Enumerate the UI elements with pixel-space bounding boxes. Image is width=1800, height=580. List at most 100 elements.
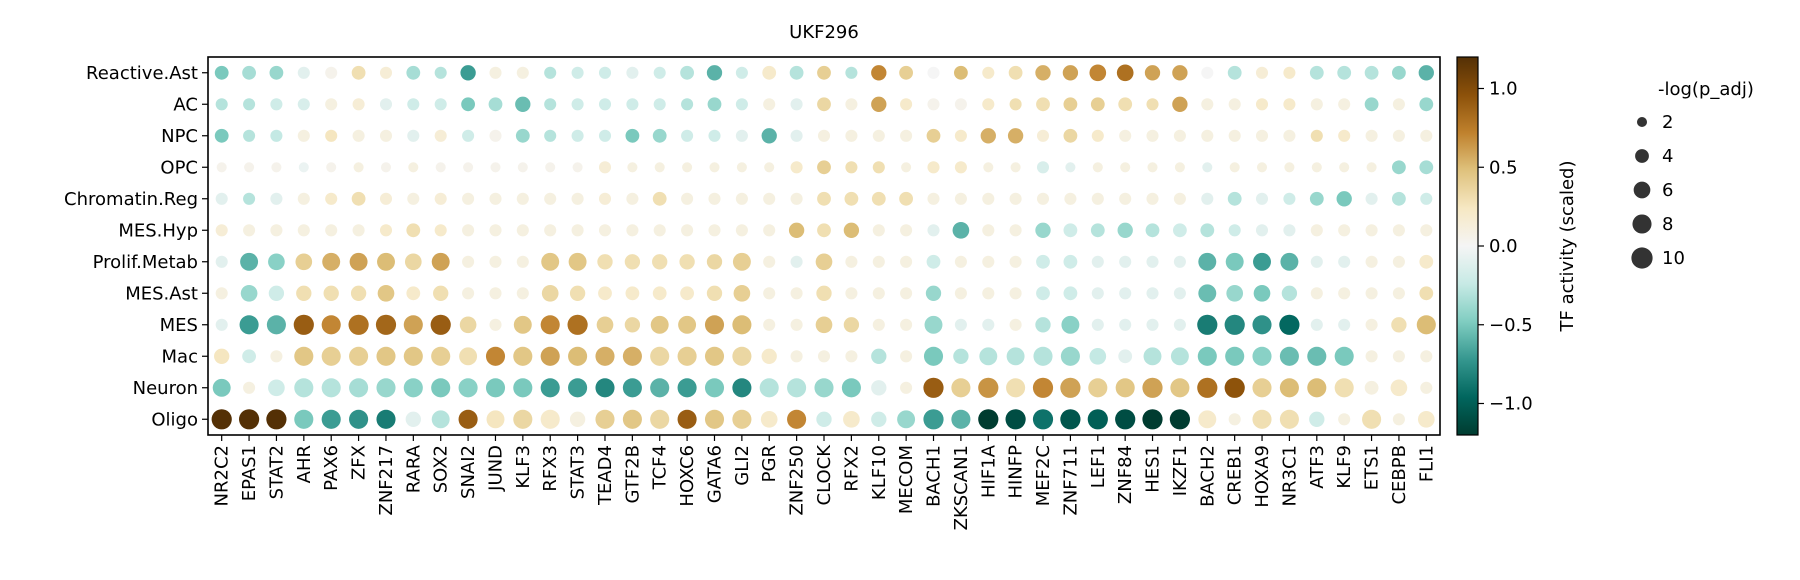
data-point — [1224, 314, 1245, 335]
data-point — [215, 255, 228, 268]
data-point — [900, 381, 913, 394]
data-point — [408, 162, 419, 173]
data-point — [653, 224, 666, 237]
data-point — [978, 377, 999, 398]
data-point — [1280, 252, 1299, 271]
data-point — [790, 161, 803, 174]
data-point — [244, 162, 255, 173]
x-tick-label: TCF4 — [650, 445, 671, 490]
size-legend-title: -log(p_adj) — [1658, 79, 1754, 100]
data-point — [1173, 255, 1186, 268]
data-point — [1009, 287, 1022, 300]
data-point — [1283, 224, 1296, 237]
data-point — [1364, 380, 1379, 395]
data-point — [706, 254, 723, 270]
data-point — [732, 346, 752, 366]
data-point — [489, 66, 502, 79]
data-point — [1364, 65, 1379, 80]
data-point — [1145, 223, 1160, 238]
data-point — [352, 98, 365, 111]
data-point — [513, 409, 533, 429]
data-point — [1365, 224, 1378, 237]
data-point — [872, 161, 885, 174]
data-point — [1119, 129, 1132, 142]
data-point — [516, 192, 529, 205]
data-point — [1119, 287, 1132, 300]
data-point — [1173, 318, 1186, 331]
data-point — [515, 96, 531, 112]
data-point — [982, 318, 995, 331]
data-point — [406, 65, 421, 80]
data-point — [489, 318, 502, 331]
data-point — [841, 378, 861, 398]
data-point — [1090, 223, 1105, 238]
data-point — [845, 98, 858, 111]
data-point — [787, 378, 807, 398]
data-point — [1036, 254, 1050, 269]
data-point — [1144, 65, 1161, 81]
data-point — [379, 192, 393, 205]
size-legend: -log(p_adj) 2 4 6 8 10 — [1631, 79, 1754, 269]
data-point — [1392, 350, 1405, 363]
x-tick-label: TEAD4 — [595, 445, 616, 506]
data-point — [872, 318, 885, 331]
y-tick-label: OPC — [160, 157, 198, 178]
data-point — [871, 96, 887, 112]
data-point — [1119, 255, 1132, 268]
x-tick-label: SNAI2 — [458, 445, 479, 499]
x-tick-label: HIF1A — [978, 444, 999, 498]
data-point — [212, 378, 231, 397]
data-point — [900, 287, 913, 300]
data-point — [732, 409, 752, 429]
data-point — [789, 65, 804, 80]
data-point — [763, 192, 776, 205]
data-point — [544, 98, 557, 111]
data-point — [1065, 162, 1076, 173]
x-tick-label: KLF3 — [513, 445, 534, 489]
data-point — [815, 253, 833, 271]
data-point — [596, 316, 614, 334]
data-point — [900, 129, 913, 142]
data-point — [624, 317, 641, 333]
data-point — [1256, 162, 1268, 173]
data-point — [681, 129, 694, 142]
data-point — [871, 65, 887, 81]
data-point — [434, 224, 447, 237]
data-point — [1419, 97, 1434, 112]
data-point — [622, 378, 642, 398]
x-tick-label: JUND — [485, 445, 506, 492]
data-point — [788, 222, 805, 238]
data-point — [1146, 318, 1159, 331]
data-point — [650, 378, 670, 398]
data-point — [761, 348, 777, 364]
data-point — [652, 128, 667, 143]
data-point — [817, 223, 831, 238]
data-point — [816, 411, 832, 427]
data-point — [1091, 129, 1104, 142]
size-legend-dot — [1636, 116, 1648, 128]
data-point — [490, 162, 501, 173]
x-tick-label: HOXC6 — [677, 445, 698, 507]
data-point — [677, 378, 697, 398]
data-point — [516, 255, 529, 268]
data-point — [323, 285, 339, 301]
data-point — [1035, 65, 1051, 81]
data-point — [1392, 191, 1406, 206]
size-legend-label: 10 — [1662, 248, 1685, 269]
data-point — [652, 286, 667, 301]
y-tick-label: Oligo — [151, 409, 198, 430]
data-point — [571, 129, 584, 142]
data-point — [733, 284, 751, 302]
data-point — [1060, 409, 1081, 430]
data-point — [321, 409, 341, 429]
data-point — [1116, 64, 1134, 82]
data-point — [1281, 285, 1298, 301]
x-tick-label: GATA6 — [704, 445, 725, 503]
data-point — [790, 192, 803, 205]
data-point — [845, 287, 858, 300]
data-point — [1174, 162, 1185, 173]
data-point — [926, 128, 941, 143]
colorbar-gradient — [1456, 56, 1479, 436]
data-point — [296, 285, 312, 301]
data-point — [763, 318, 776, 331]
